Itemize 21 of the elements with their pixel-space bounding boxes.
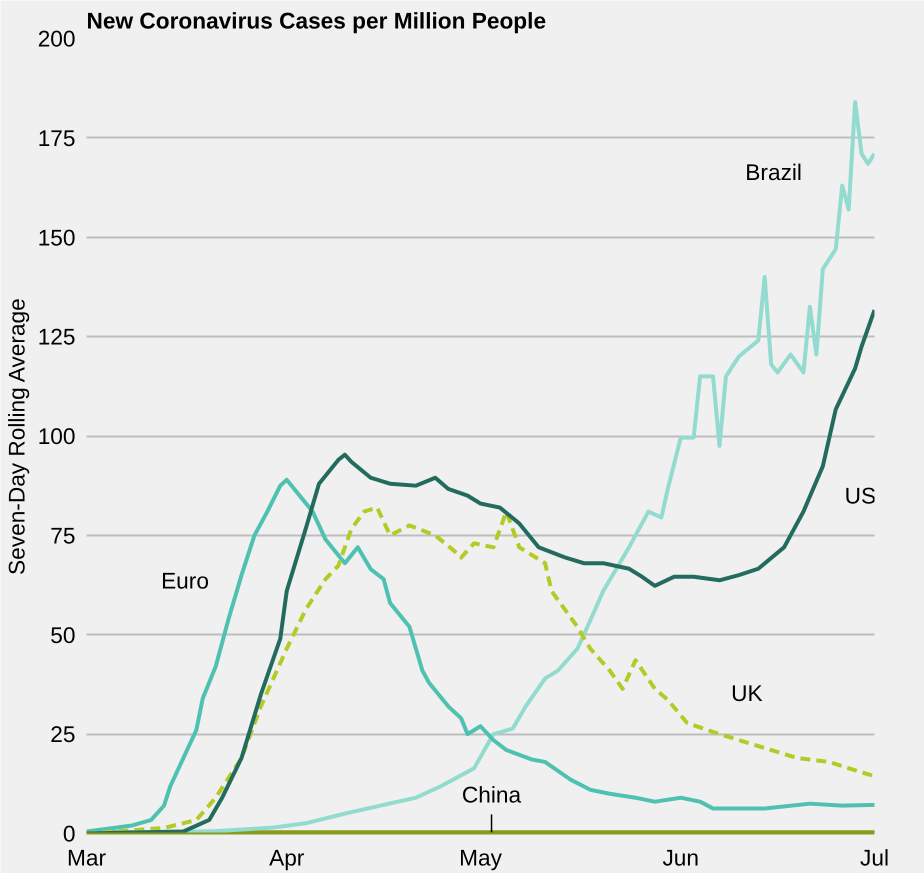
x-tick-label: Mar: [66, 844, 106, 870]
y-tick-label: 150: [38, 224, 76, 250]
series-label: China: [462, 782, 522, 808]
x-tick-label: Apr: [269, 844, 305, 870]
y-tick-label: 50: [50, 622, 76, 648]
y-tick-label: 125: [38, 324, 76, 350]
x-tick-label: Jul: [860, 844, 889, 870]
x-tick-label: Jun: [662, 844, 699, 870]
y-tick-label: 0: [62, 820, 76, 846]
y-axis-title: Seven-Day Rolling Average: [4, 298, 30, 575]
y-tick-label: 25: [50, 721, 76, 748]
series-label: Brazil: [745, 159, 802, 186]
y-tick-label: 175: [38, 124, 76, 151]
y-tick-label: 200: [38, 26, 76, 52]
series-label: UK: [731, 680, 763, 706]
chart-title: New Coronavirus Cases per Million People: [86, 8, 546, 34]
y-tick-label: 75: [50, 522, 76, 548]
line-series: [86, 308, 874, 834]
series-label: Euro: [161, 568, 209, 594]
y-tick-label: 100: [38, 423, 76, 449]
x-tick-label: May: [459, 844, 503, 870]
